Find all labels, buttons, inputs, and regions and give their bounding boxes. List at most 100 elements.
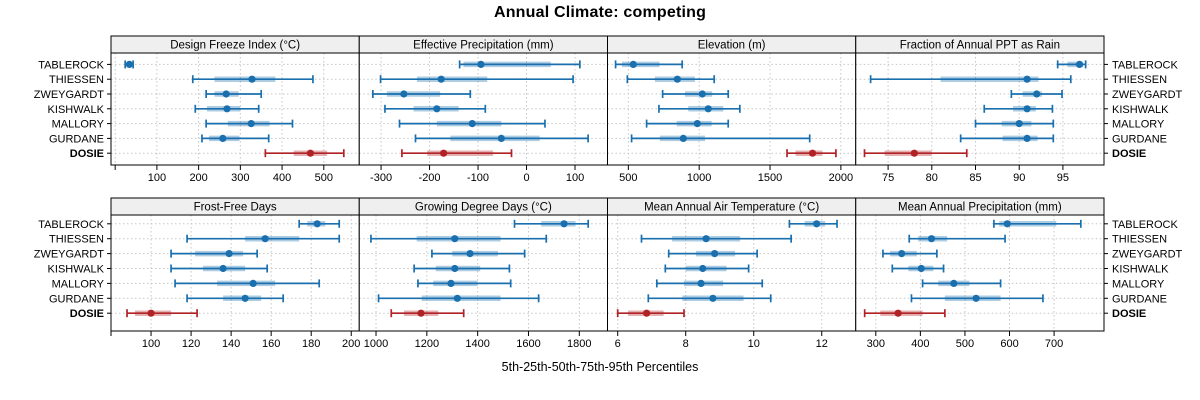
site-label-left: THIESSEN: [49, 234, 104, 246]
median-dot: [673, 75, 681, 83]
median-dot: [629, 60, 637, 68]
median-dot: [222, 90, 230, 98]
axis-tick-label: 400: [911, 338, 929, 350]
axis-tick-label: 160: [262, 338, 280, 350]
axis-tick-label: 140: [222, 338, 240, 350]
site-label-right: ZWEYGARDT: [1112, 249, 1183, 261]
median-dot: [433, 105, 441, 113]
axis-tick-label: 300: [867, 338, 885, 350]
panel-strip-title: Effective Precipitation (mm): [413, 40, 554, 52]
median-dot: [417, 309, 425, 317]
axis-tick-label: 1500: [758, 172, 782, 184]
axis-tick-label: 10: [748, 338, 760, 350]
site-label-left: TABLEROCK: [38, 219, 104, 231]
median-dot: [466, 250, 474, 258]
median-dot: [697, 279, 705, 287]
axis-tick-label: 500: [619, 172, 637, 184]
site-label-left: GURDANE: [49, 133, 104, 145]
panel-border: [855, 52, 1105, 166]
site-label-right: DOSIE: [1112, 148, 1146, 160]
axis-tick-label: 75: [882, 172, 894, 184]
median-dot: [241, 294, 249, 302]
site-label-right: MALLORY: [1112, 119, 1165, 131]
axis-tick-label: 500: [315, 172, 333, 184]
median-dot: [693, 120, 701, 128]
axis-tick-label: 1000: [687, 172, 711, 184]
median-dot: [1023, 105, 1031, 113]
site-label-left: GURDANE: [49, 293, 104, 305]
axis-tick-label: 1800: [567, 338, 591, 350]
site-label-left: KISHWALK: [48, 104, 105, 116]
site-label-left: KISHWALK: [48, 264, 105, 276]
median-dot: [1023, 134, 1031, 142]
median-dot: [1075, 60, 1084, 68]
percentile-caption: 5th-25th-50th-75th-95th Percentiles: [501, 360, 699, 374]
median-dot: [306, 149, 315, 157]
median-dot: [560, 220, 568, 228]
panel-strip-title: Mean Annual Air Temperature (°C): [644, 202, 819, 214]
site-label-right: GURDANE: [1112, 293, 1167, 305]
median-dot: [248, 75, 256, 83]
median-dot: [249, 279, 257, 287]
site-label-left: MALLORY: [52, 278, 105, 290]
median-dot: [453, 294, 461, 302]
axis-tick-label: 100: [566, 172, 584, 184]
axis-tick-label: 85: [969, 172, 981, 184]
panel-border: [855, 214, 1105, 332]
median-dot: [1015, 120, 1023, 128]
median-dot: [468, 120, 476, 128]
median-dot: [1003, 220, 1011, 228]
site-label-right: KISHWALK: [1112, 264, 1169, 276]
site-label-right: MALLORY: [1112, 278, 1165, 290]
median-dot: [219, 264, 227, 273]
site-label-left: MALLORY: [52, 119, 105, 131]
median-dot: [894, 309, 902, 317]
axis-tick-label: 300: [231, 172, 249, 184]
site-label-left: DOSIE: [70, 148, 104, 160]
site-label-left: ZWEYGARDT: [34, 89, 105, 101]
median-dot: [451, 235, 459, 243]
site-label-left: DOSIE: [70, 308, 104, 320]
axis-tick-label: 200: [189, 172, 207, 184]
median-dot: [702, 235, 710, 243]
site-label-right: GURDANE: [1112, 133, 1167, 145]
site-label-right: THIESSEN: [1112, 234, 1167, 246]
axis-tick-label: 6: [615, 338, 621, 350]
median-dot: [813, 220, 821, 228]
median-dot: [808, 149, 817, 157]
median-dot: [910, 149, 918, 157]
axis-tick-label: 120: [182, 338, 200, 350]
site-label-right: KISHWALK: [1112, 104, 1169, 116]
median-dot: [225, 250, 233, 258]
axis-tick-label: 180: [302, 338, 320, 350]
axis-tick-label: 200: [342, 338, 360, 350]
median-dot: [497, 134, 505, 142]
axis-tick-label: 1400: [465, 338, 489, 350]
median-dot: [261, 235, 269, 243]
axis-tick-label: 90: [1013, 172, 1025, 184]
axis-tick-label: 700: [1045, 338, 1063, 350]
axis-tick-label: 12: [816, 338, 828, 350]
median-dot: [709, 294, 717, 302]
median-dot: [643, 309, 651, 317]
median-dot: [451, 264, 459, 273]
panel-strip-title: Elevation (m): [698, 40, 766, 52]
median-dot: [400, 90, 408, 98]
panel-strip-title: Mean Annual Precipitation (mm): [898, 202, 1062, 214]
median-dot: [247, 120, 255, 128]
median-dot: [698, 90, 706, 98]
median-dot: [223, 105, 231, 113]
site-label-left: ZWEYGARDT: [34, 249, 105, 261]
chart-title: Annual Climate: competing: [493, 4, 707, 21]
median-dot: [950, 279, 958, 287]
median-dot: [313, 220, 321, 228]
site-label-left: THIESSEN: [49, 74, 104, 86]
axis-tick-label: 80: [926, 172, 938, 184]
axis-tick-label: -300: [370, 172, 392, 184]
axis-tick-label: -200: [419, 172, 441, 184]
axis-tick-label: 600: [1000, 338, 1018, 350]
median-dot: [437, 75, 445, 83]
median-dot: [927, 235, 936, 243]
